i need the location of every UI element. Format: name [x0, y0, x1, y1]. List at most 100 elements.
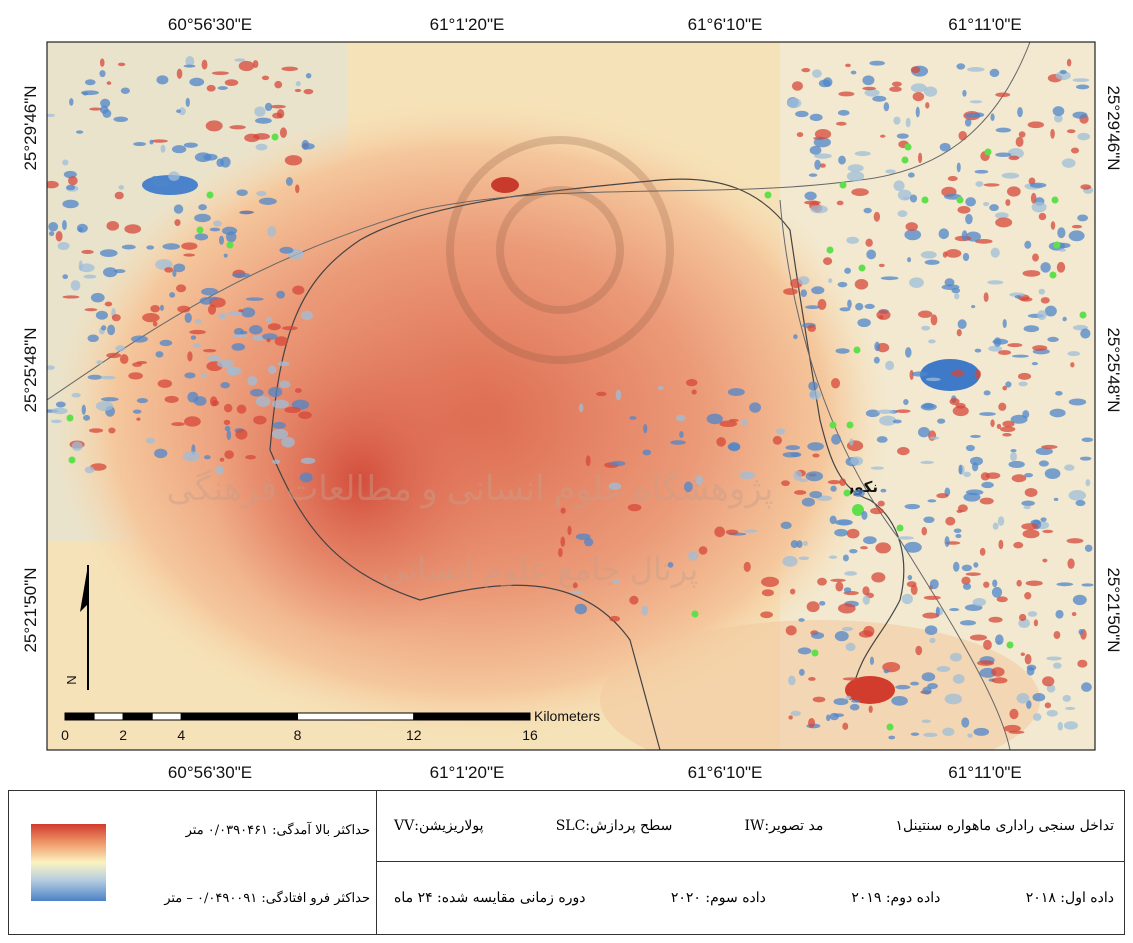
- speckle: [949, 398, 960, 406]
- speckle: [1003, 724, 1021, 733]
- speckle: [195, 318, 202, 324]
- speckle: [1021, 500, 1035, 507]
- speckle: [57, 241, 70, 251]
- speckle: [279, 246, 294, 254]
- speckle: [1033, 619, 1039, 627]
- speckle: [1023, 505, 1031, 510]
- village-marker: [826, 246, 834, 254]
- speckle: [142, 313, 160, 323]
- speckle: [102, 109, 112, 118]
- speckle: [907, 574, 913, 581]
- speckle: [962, 252, 970, 262]
- speckle: [629, 416, 637, 420]
- speckle: [217, 86, 228, 90]
- speckle: [788, 675, 796, 686]
- speckle: [873, 211, 881, 222]
- speckle: [1002, 433, 1012, 437]
- speckle: [292, 285, 305, 295]
- speckle: [955, 533, 962, 539]
- speckle: [255, 117, 272, 124]
- speckle: [249, 388, 264, 397]
- village-marker: [853, 346, 861, 354]
- speckle: [277, 361, 290, 367]
- speckle: [814, 128, 832, 140]
- speckle: [851, 699, 861, 703]
- speckle: [249, 325, 263, 335]
- speckle: [104, 301, 113, 307]
- speckle: [727, 443, 741, 451]
- speckle: [979, 497, 994, 505]
- speckle: [988, 616, 1003, 623]
- village-marker: [896, 524, 904, 532]
- speckle: [961, 717, 970, 728]
- speckle: [171, 422, 185, 427]
- speckle: [107, 324, 116, 336]
- speckle: [578, 403, 584, 413]
- speckle: [963, 471, 971, 478]
- speckle: [177, 305, 191, 313]
- speckle: [909, 369, 914, 380]
- speckle: [869, 60, 885, 66]
- speckle: [1031, 201, 1047, 213]
- speckle: [168, 171, 180, 181]
- speckle: [973, 562, 979, 568]
- speckle: [834, 519, 853, 526]
- speckle: [106, 352, 122, 359]
- speckle: [964, 118, 972, 127]
- speckle: [782, 451, 800, 458]
- speckle: [790, 710, 801, 717]
- speckle: [218, 312, 227, 320]
- speckle: [969, 100, 983, 104]
- speckle: [295, 184, 300, 194]
- speckle: [145, 437, 156, 444]
- village-marker: [904, 143, 912, 151]
- speckle: [1070, 362, 1075, 368]
- speckle: [780, 521, 792, 530]
- speckle: [100, 98, 111, 108]
- speckle: [96, 360, 103, 365]
- speckle: [783, 288, 798, 296]
- speckle: [136, 397, 149, 404]
- speckle: [817, 299, 827, 310]
- speckle: [1009, 292, 1025, 297]
- speckle: [1066, 58, 1072, 67]
- speckle: [937, 418, 946, 424]
- village-marker: [839, 181, 847, 189]
- speckle: [921, 719, 931, 724]
- speckle: [1024, 472, 1034, 478]
- speckle: [171, 145, 187, 154]
- speckle: [675, 414, 686, 422]
- speckle: [1080, 184, 1092, 190]
- speckle: [224, 425, 231, 432]
- speckle: [1023, 325, 1040, 333]
- speckle: [981, 481, 994, 489]
- speckle: [975, 181, 984, 187]
- speckle: [1044, 702, 1052, 709]
- speckle: [1046, 709, 1058, 717]
- speckle: [203, 455, 211, 460]
- speckle: [154, 448, 168, 459]
- speckle: [942, 727, 955, 737]
- right-coordinate: 25°21'50"N: [1104, 567, 1123, 652]
- speckle: [863, 207, 872, 214]
- speckle: [985, 472, 1001, 479]
- speckle: [809, 113, 823, 122]
- speckle: [995, 217, 1013, 228]
- speckle: [728, 418, 739, 422]
- speckle: [883, 669, 890, 674]
- speckle: [907, 172, 915, 178]
- speckle: [232, 272, 250, 278]
- speckle: [567, 525, 572, 536]
- speckle: [743, 529, 758, 533]
- speckle: [117, 62, 126, 67]
- speckle: [279, 127, 287, 138]
- speckle: [811, 286, 825, 295]
- map-image: نکور پژوهشگاه علوم انسانی و مطالعات فرهن…: [47, 42, 1095, 750]
- speckle: [970, 434, 981, 438]
- speckle: [106, 81, 112, 85]
- speckle: [113, 116, 129, 122]
- speckle: [1042, 676, 1055, 687]
- legend-max: حداکثر بالا آمدگی: ۰/۰۳۹۰۴۶۱ متر: [185, 823, 370, 838]
- info-text: پولاریزیشن:VV: [394, 818, 484, 834]
- speckle: [918, 310, 933, 318]
